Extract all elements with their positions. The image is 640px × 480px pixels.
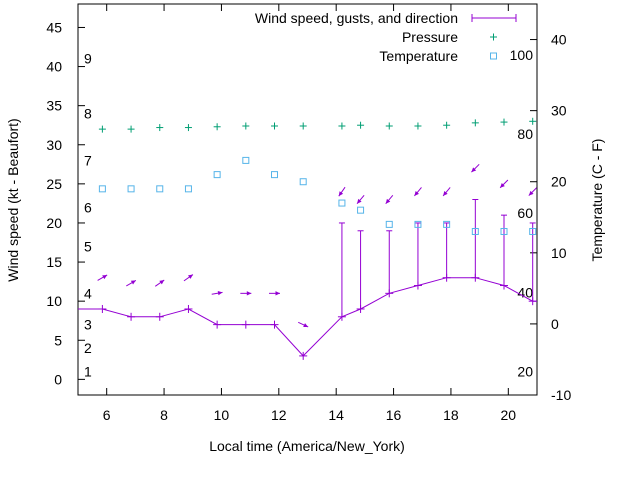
- beaufort-label: 4: [84, 285, 92, 301]
- wind-direction-arrowhead: [443, 191, 448, 196]
- x-tick-label: 20: [501, 407, 517, 423]
- x-tick-label: 16: [386, 407, 402, 423]
- x-tick-label: 14: [328, 407, 344, 423]
- x-tick-label: 8: [160, 407, 168, 423]
- wind-direction-arrowhead: [338, 191, 344, 197]
- beaufort-label: 8: [84, 105, 92, 121]
- legend-label-temperature: Temperature: [379, 48, 458, 64]
- x-axis-label: Local time (America/New_York): [209, 438, 405, 454]
- temperature-point: [98, 185, 106, 193]
- y-tick-label: 20: [46, 215, 62, 231]
- y-tick-label: 15: [46, 254, 62, 270]
- wind-direction-arrowhead: [385, 198, 391, 204]
- beaufort-label: 5: [84, 238, 92, 254]
- wind-direction-arrowhead: [130, 280, 136, 285]
- fahrenheit-label: 20: [517, 364, 533, 380]
- wind-direction-arrowhead: [303, 323, 309, 328]
- axis-ticks: 6 8 10 12 14 16 18 20051015202530354045-1001020…: [46, 4, 571, 423]
- series-layer: [78, 117, 537, 360]
- y2-tick-label: 30: [551, 103, 567, 119]
- wind-direction-arrowhead: [102, 274, 108, 280]
- y-tick-label: 25: [46, 176, 62, 192]
- temperature-point: [529, 227, 537, 235]
- temperature-point: [127, 185, 135, 193]
- wind-direction-arrowhead: [217, 291, 223, 296]
- wind-direction-arrowhead: [528, 190, 534, 196]
- wind-direction-arrowhead: [357, 198, 362, 204]
- y2-tick-label: 40: [551, 32, 567, 48]
- temperature-point: [184, 185, 192, 193]
- beaufort-label: 3: [84, 317, 92, 333]
- temperature-point: [471, 227, 479, 235]
- y2-tick-label: 0: [551, 316, 559, 332]
- legend-label-pressure: Pressure: [402, 29, 458, 45]
- temperature-point: [213, 171, 221, 179]
- y-tick-label: 0: [54, 371, 62, 387]
- temperature-point: [271, 171, 279, 179]
- wind-direction-arrowhead: [188, 274, 193, 279]
- plot-frame: [77, 3, 538, 396]
- y-tick-label: 10: [46, 293, 62, 309]
- fahrenheit-label: 80: [517, 126, 533, 142]
- legend-label-wind: Wind speed, gusts, and direction: [255, 10, 458, 26]
- fahrenheit-label: 40: [517, 285, 533, 301]
- wind-direction-arrowhead: [275, 291, 281, 296]
- y-axis-label: Wind speed (kt - Beaufort): [5, 118, 21, 281]
- temperature-point: [385, 220, 393, 228]
- legend: Wind speed, gusts, and direction Pressur…: [255, 10, 517, 64]
- legend-sample-temperature: [490, 52, 497, 60]
- wind-direction-arrowhead: [159, 280, 165, 285]
- temperature-point: [357, 206, 365, 214]
- wind-speed-line: [78, 277, 537, 357]
- fahrenheit-label: 60: [517, 205, 533, 221]
- x-tick-label: 18: [443, 407, 459, 423]
- temperature-point: [156, 185, 164, 193]
- y2-tick-label: 20: [551, 174, 567, 190]
- y-tick-label: 35: [46, 98, 62, 114]
- beaufort-label: 7: [84, 152, 92, 168]
- beaufort-labels: 1 2 3 4 5 6 7 8 9: [84, 51, 92, 380]
- beaufort-label: 9: [84, 51, 92, 67]
- fahrenheit-label: 100: [510, 47, 534, 63]
- temperature-point: [299, 178, 307, 186]
- y-tick-label: 5: [54, 332, 62, 348]
- temperature-point: [443, 220, 451, 228]
- beaufort-label: 2: [84, 340, 92, 356]
- x-tick-label: 10: [214, 407, 230, 423]
- y-tick-label: 30: [46, 137, 62, 153]
- y-tick-label: 45: [46, 19, 62, 35]
- temperature-point: [338, 199, 346, 207]
- temperature-point: [242, 156, 250, 164]
- beaufort-label: 1: [84, 364, 92, 380]
- y-tick-label: 40: [46, 59, 62, 75]
- wind-direction-arrowhead: [414, 191, 419, 196]
- temperature-point: [414, 220, 422, 228]
- temperature-point: [500, 227, 508, 235]
- wind-direction-arrowhead: [246, 291, 252, 296]
- wind-direction-arrowhead: [471, 167, 477, 173]
- x-tick-label: 6: [103, 407, 111, 423]
- fahrenheit-labels: 20 40 60 80 100: [510, 47, 534, 379]
- x-tick-label: 12: [271, 407, 287, 423]
- y2-axis-label: Temperature (C - F): [589, 139, 605, 262]
- y2-tick-label: -10: [551, 387, 571, 403]
- beaufort-label: 6: [84, 199, 92, 215]
- wind-direction-arrowhead: [500, 183, 505, 188]
- y2-tick-label: 10: [551, 245, 567, 261]
